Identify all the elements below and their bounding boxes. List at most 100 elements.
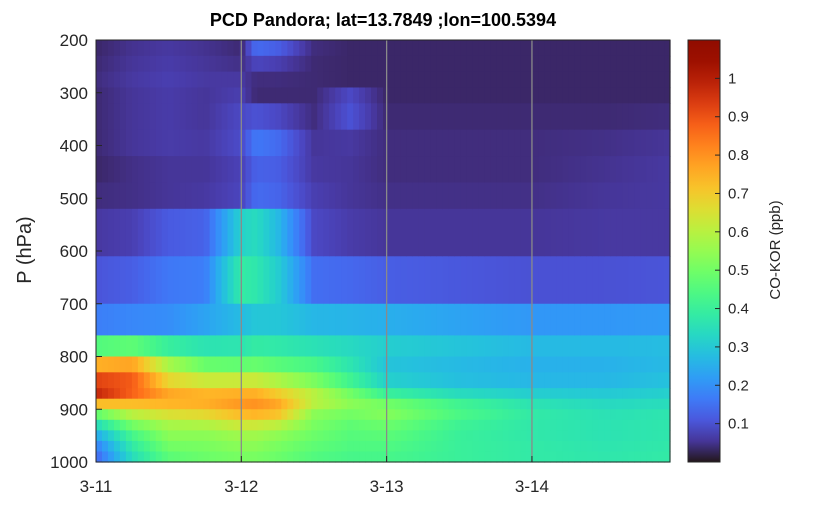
heatmap-cell [119,103,127,131]
heatmap-cell [604,335,611,358]
heatmap-cell [610,71,617,89]
heatmap-cell [412,430,420,442]
heatmap-cell [628,156,635,184]
heatmap-cell [448,409,456,421]
heatmap-cell [221,430,229,442]
heatmap-cell [245,419,253,431]
heatmap-cell [263,129,270,157]
heatmap-cell [323,129,330,157]
heatmap-cell [119,129,127,157]
heatmap-cell [610,440,617,453]
heatmap-cell [436,40,444,57]
heatmap-cell [161,156,169,184]
heatmap-cell [436,303,444,336]
heatmap-cell [101,409,109,421]
heatmap-cell [293,398,300,410]
heatmap-cell [496,388,504,400]
heatmap-cell [257,388,265,400]
heatmap-cell [652,356,659,373]
heatmap-cell [323,208,330,257]
heatmap-cell [460,103,468,131]
heatmap-cell [347,156,354,184]
heatmap-cell [353,430,360,442]
heatmap-cell [125,55,133,73]
heatmap-cell [161,440,169,453]
heatmap-cell [341,451,348,463]
heatmap-cell [281,129,288,157]
heatmap-cell [167,398,175,410]
heatmap-cell [197,409,205,421]
heatmap-cell [484,440,492,453]
heatmap-cell [287,451,294,463]
heatmap-cell [341,256,348,305]
heatmap-cell [239,256,247,305]
heatmap-cell [400,409,408,421]
heatmap-cell [251,55,259,73]
heatmap-cell [227,356,235,373]
heatmap-cell [275,372,282,389]
heatmap-cell [466,208,474,257]
heatmap-cell [119,335,127,358]
heatmap-cell [209,409,217,421]
heatmap-cell [221,40,229,57]
heatmap-cell [311,372,318,389]
heatmap-cell [377,409,384,421]
heatmap-cell [347,388,354,400]
heatmap-cell [442,87,450,104]
heatmap-cell [616,430,623,442]
heatmap-cell [179,182,187,210]
heatmap-cell [269,440,276,453]
heatmap-cell [107,71,115,89]
heatmap-cell [508,256,516,305]
heatmap-cell [323,409,330,421]
heatmap-cell [646,182,653,210]
heatmap-cell [544,440,552,453]
heatmap-cell [472,303,480,336]
heatmap-cell [562,55,569,73]
heatmap-cell [592,388,599,400]
heatmap-cell [101,55,109,73]
heatmap-cell [287,335,294,358]
heatmap-cell [203,87,211,104]
heatmap-cell [466,303,474,336]
colorbar-label: CO-KOR (ppb) [767,200,784,299]
heatmap-cell [209,55,217,73]
heatmap-cell [466,87,474,104]
x-gridlines [240,40,533,462]
heatmap-cell [574,256,581,305]
heatmap-cell [658,372,665,389]
heatmap-cell [149,335,157,358]
heatmap-cell [568,55,575,73]
heatmap-cell [628,87,635,104]
heatmap-cell [107,409,115,421]
heatmap-cell [514,430,522,442]
heatmap-cell [598,40,605,57]
heatmap-cell [119,440,127,453]
heatmap-cell [137,419,145,431]
heatmap-cell [275,419,282,431]
heatmap-cell [101,388,109,400]
heatmap-cell [323,440,330,453]
heatmap-cell [598,451,605,463]
heatmap-cell [305,440,312,453]
heatmap-cell [191,40,199,57]
heatmap-cell [137,208,145,257]
x-tick-label: 3-11 [80,477,113,496]
heatmap-cell [538,40,546,57]
heatmap-cell [418,430,426,442]
heatmap-cell [640,256,647,305]
heatmap-cell [628,356,635,373]
heatmap-cell [215,335,223,358]
heatmap-cell [293,40,300,57]
heatmap-cell [341,156,348,184]
heatmap-cell [496,303,504,336]
heatmap-cell [197,419,205,431]
heatmap-cell [652,335,659,358]
heatmap-cell [412,303,420,336]
heatmap-cell [658,156,665,184]
heatmap-cell [532,388,540,400]
heatmap-cell [215,372,223,389]
heatmap-cell [484,129,492,157]
heatmap-cell [604,388,611,400]
heatmap-cell [299,388,306,400]
